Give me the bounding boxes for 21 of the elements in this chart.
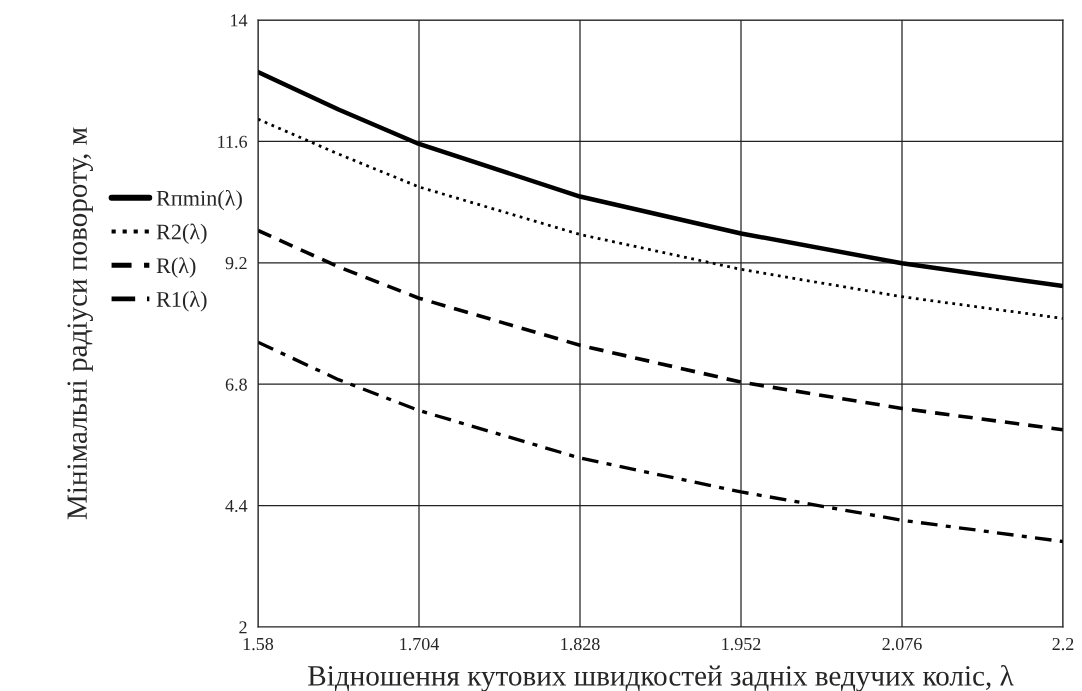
x-tick-label: 2.2 [1052, 637, 1074, 651]
x-tick-label: 1.952 [722, 637, 761, 651]
line-series [258, 228, 1063, 432]
x-tick-label: 1.704 [400, 637, 440, 651]
y-tick-label: 14 [231, 14, 248, 27]
y-tick-label: 9.2 [225, 257, 247, 270]
y-tick-label: 4.4 [225, 499, 248, 513]
line-series [258, 69, 1063, 289]
x-tick-label: 1.828 [561, 637, 600, 651]
x-axis-title: Відношення кутових швидкостей задніх ведучих коліс, λ [308, 664, 1014, 691]
legend-label: R1(λ) [156, 291, 207, 312]
y-tick-label: 2 [239, 621, 247, 634]
line-series [258, 340, 1063, 544]
x-tick-label: 2.076 [882, 637, 922, 651]
y-tick-label: 11.6 [218, 135, 248, 148]
x-tick-label: 1.58 [243, 637, 274, 651]
legend-label: Rпmin(λ) [156, 189, 242, 211]
y-tick-label: 6.8 [225, 378, 247, 391]
legend-label: R(λ) [156, 257, 196, 278]
legend-label: R2(λ) [156, 223, 207, 244]
y-axis-title: Мінімальні радіуси повороту, м [67, 127, 93, 520]
